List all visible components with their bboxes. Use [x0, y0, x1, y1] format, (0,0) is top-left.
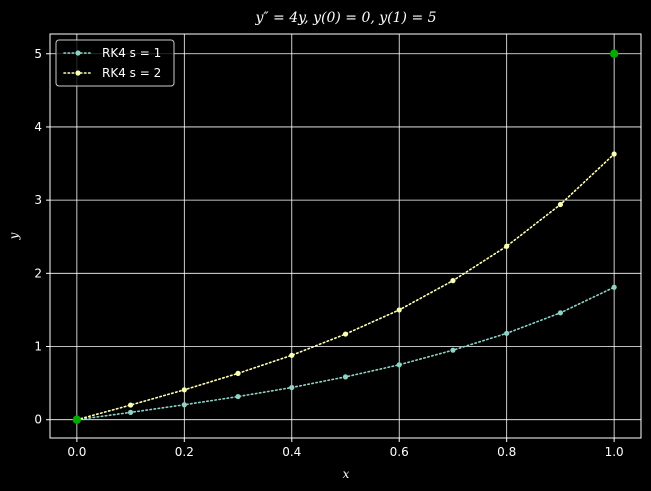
x-tick-label: 0.0	[67, 445, 86, 459]
legend-marker	[75, 50, 81, 56]
data-point	[450, 278, 456, 284]
y-tick-label: 2	[34, 266, 42, 280]
x-tick-label: 0.2	[175, 445, 194, 459]
boundary-point	[609, 49, 619, 58]
data-point	[127, 409, 134, 415]
data-point	[396, 362, 402, 368]
x-tick-label: 0.4	[282, 445, 301, 459]
y-tick-label: 4	[34, 120, 42, 134]
data-point	[611, 151, 617, 157]
data-point	[504, 330, 510, 336]
y-tick-label: 1	[34, 340, 42, 354]
data-point	[235, 393, 241, 400]
plot-area: 0.0 0.2 0.4 0.6 0.8 1.0 0 1 2 3 4 5 RK4 s = 1 RK4 s =…	[34, 33, 642, 459]
data-point	[181, 402, 187, 408]
data-point	[611, 284, 617, 290]
data-point	[342, 374, 349, 380]
legend-marker	[75, 70, 81, 76]
x-tick-label: 0.8	[497, 445, 516, 459]
data-point	[235, 370, 241, 376]
data-point	[504, 243, 510, 249]
y-tick-label: 3	[34, 193, 42, 207]
x-axis-label: x	[343, 467, 350, 481]
boundary-point	[72, 415, 82, 424]
data-point	[396, 307, 402, 313]
y-tick-label: 5	[34, 47, 42, 61]
legend-label: RK4 s = 1	[102, 46, 161, 60]
data-point	[557, 201, 564, 208]
y-tick-label: 0	[34, 413, 42, 427]
x-tick-label: 0.6	[390, 445, 409, 459]
data-point	[127, 402, 134, 408]
y-axis-label: y	[7, 232, 21, 240]
axes-frame	[49, 33, 642, 439]
data-point	[342, 331, 349, 337]
data-point	[557, 310, 564, 316]
data-point	[289, 352, 295, 358]
legend-box	[55, 39, 175, 87]
data-point	[289, 384, 295, 391]
chart-title: y″ = 4y, y(0) = 0, y(1) = 5	[254, 10, 436, 26]
data-point	[181, 387, 187, 393]
legend-label: RK4 s = 2	[102, 66, 161, 80]
x-tick-label: 1.0	[605, 445, 624, 459]
data-point	[450, 347, 456, 353]
